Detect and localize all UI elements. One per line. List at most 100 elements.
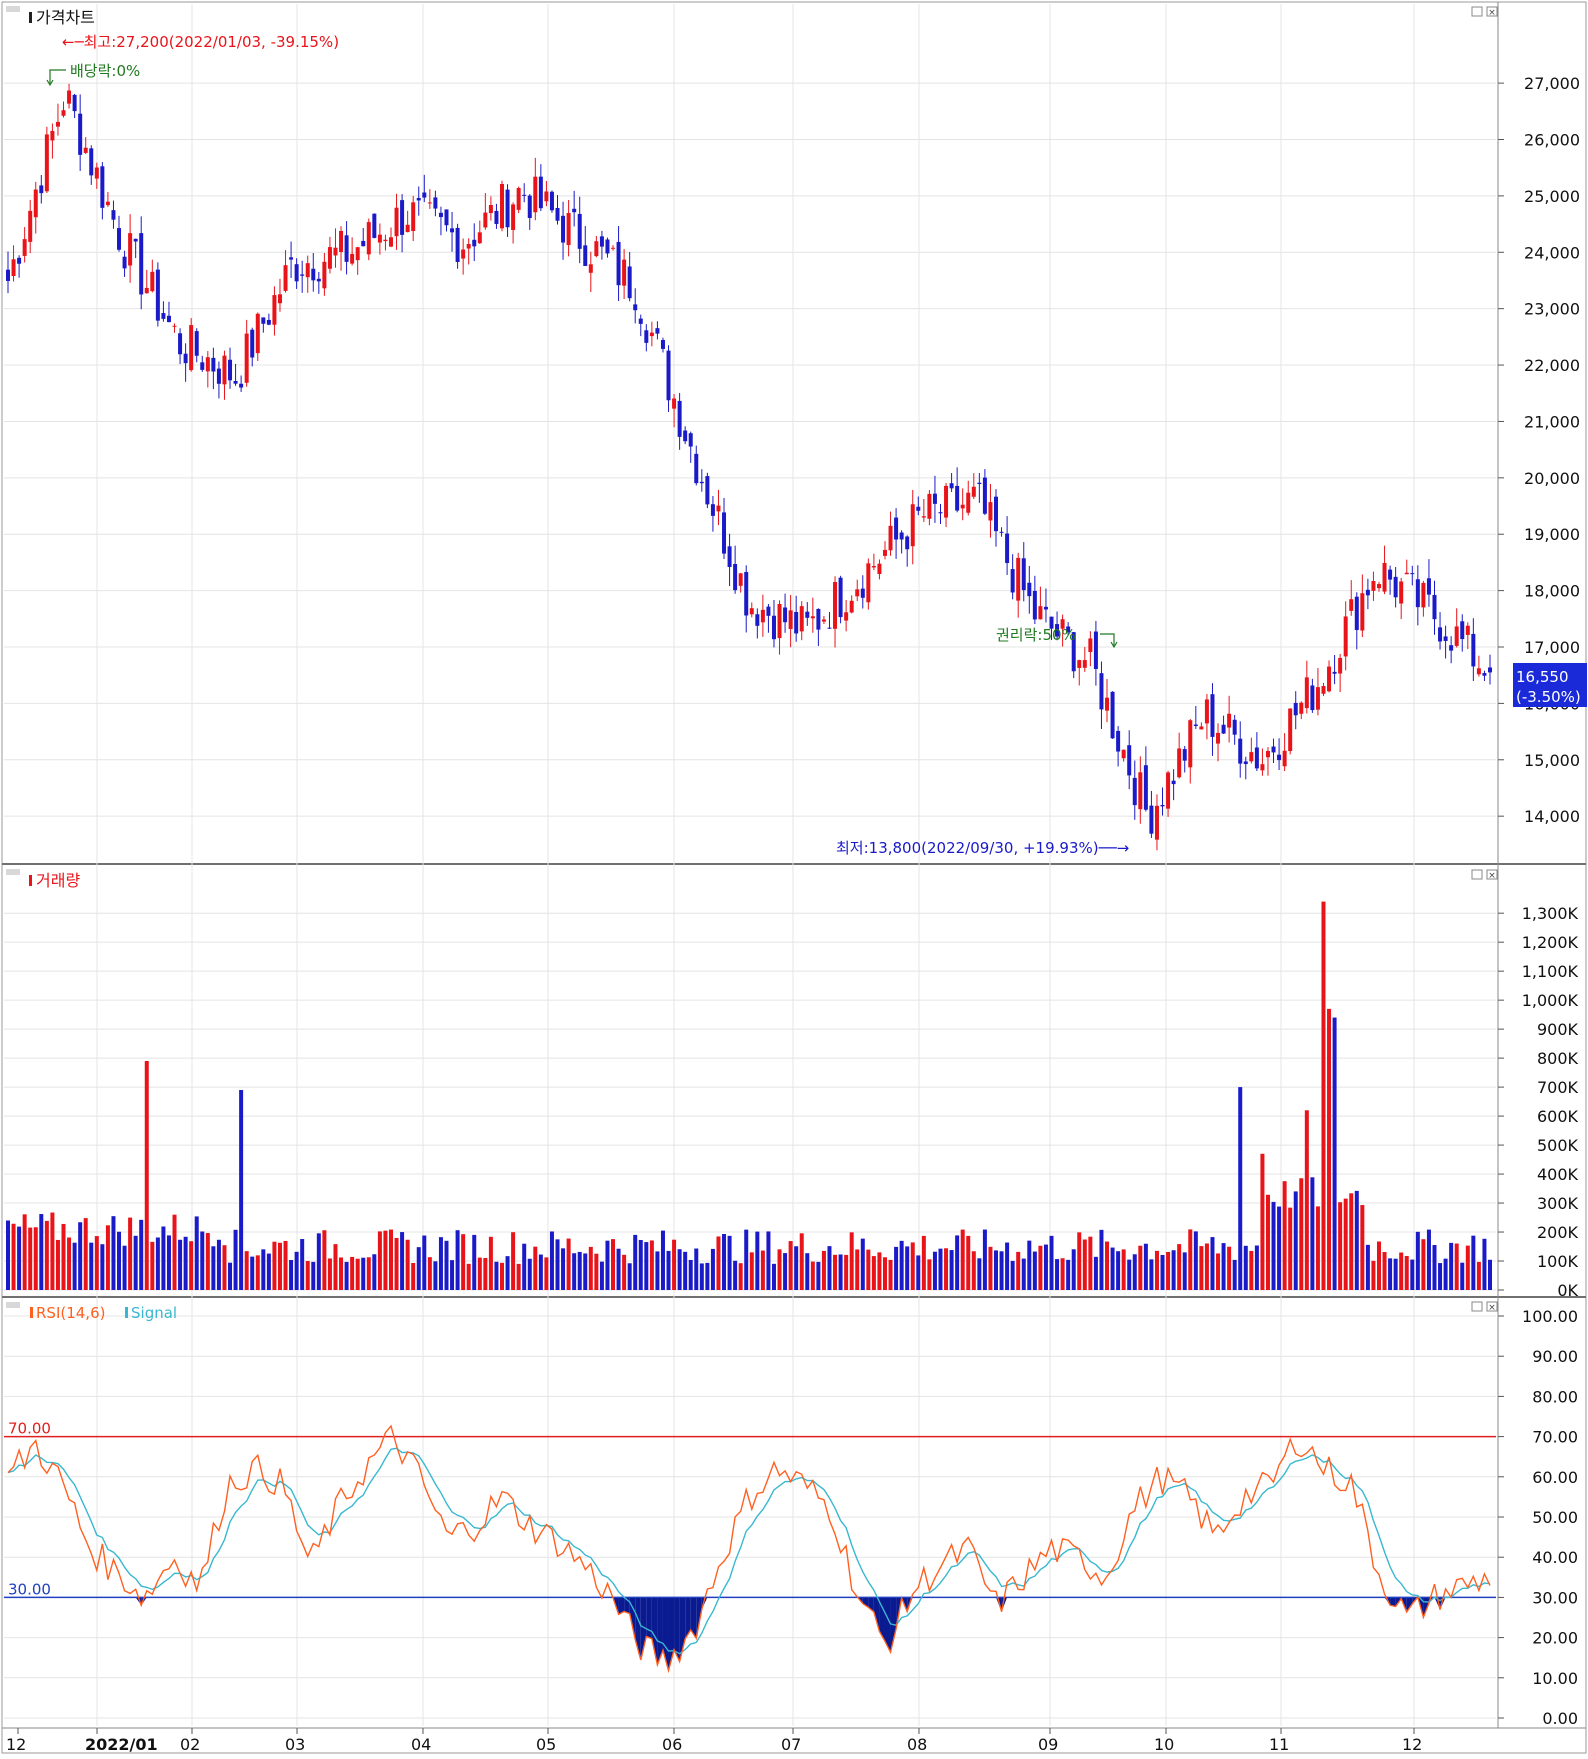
x-tick-label: 06 bbox=[662, 1735, 682, 1754]
candle-body bbox=[217, 369, 221, 384]
candle-body bbox=[12, 259, 16, 276]
candle-body bbox=[422, 193, 426, 198]
volume-bar bbox=[361, 1258, 365, 1290]
volume-bar bbox=[1061, 1258, 1065, 1290]
close-icon[interactable]: × bbox=[1488, 8, 1496, 18]
volume-bar bbox=[378, 1231, 382, 1290]
volume-bar bbox=[73, 1243, 77, 1290]
candle-body bbox=[395, 208, 399, 236]
candle-body bbox=[822, 619, 826, 621]
volume-bar bbox=[1183, 1252, 1187, 1290]
candle-body bbox=[733, 564, 737, 590]
volume-bar bbox=[278, 1243, 282, 1290]
volume-bar bbox=[1460, 1263, 1464, 1290]
volume-bar bbox=[1088, 1237, 1092, 1290]
volume-bar bbox=[983, 1230, 987, 1290]
rsi-tick-label: 70.00 bbox=[1532, 1428, 1578, 1447]
volume-bar bbox=[195, 1216, 199, 1290]
candle-body bbox=[528, 196, 532, 218]
volume-bar bbox=[522, 1244, 526, 1290]
volume-bar bbox=[1338, 1202, 1342, 1290]
volume-bar bbox=[1272, 1202, 1276, 1290]
candle-body bbox=[550, 192, 554, 211]
x-tick-label: 09 bbox=[1038, 1735, 1058, 1754]
candle-body bbox=[361, 241, 365, 246]
candle-body bbox=[1405, 573, 1409, 574]
rsi-tick-label: 0.00 bbox=[1542, 1709, 1578, 1728]
volume-bar bbox=[1194, 1231, 1198, 1290]
candle-body bbox=[1272, 747, 1276, 753]
volume-bar bbox=[356, 1259, 360, 1290]
volume-bar bbox=[1133, 1254, 1137, 1290]
candle-body bbox=[406, 225, 410, 232]
candle-body bbox=[872, 566, 876, 567]
volume-bar bbox=[539, 1255, 543, 1290]
volume-bar bbox=[933, 1252, 937, 1290]
volume-bar bbox=[766, 1231, 770, 1290]
volume-bar bbox=[489, 1237, 493, 1290]
volume-bar bbox=[689, 1260, 693, 1290]
candle-body bbox=[617, 242, 621, 285]
volume-bar bbox=[877, 1252, 881, 1290]
close-icon[interactable]: × bbox=[1488, 871, 1496, 881]
candle-body bbox=[661, 340, 665, 349]
x-tick-label: 04 bbox=[411, 1735, 431, 1754]
candle-body bbox=[544, 191, 548, 201]
volume-bar bbox=[34, 1227, 38, 1290]
candle-body bbox=[450, 228, 454, 232]
candle-body bbox=[839, 578, 843, 617]
candle-body bbox=[389, 237, 393, 246]
volume-bar bbox=[1216, 1253, 1220, 1290]
candle-body bbox=[1199, 726, 1203, 729]
candle-body bbox=[494, 211, 498, 224]
volume-bar bbox=[1155, 1251, 1159, 1290]
volume-bar bbox=[1432, 1245, 1436, 1290]
volume-bar bbox=[1349, 1193, 1353, 1290]
candle-body bbox=[1233, 720, 1237, 735]
volume-bar bbox=[611, 1239, 615, 1290]
candle-body bbox=[1027, 583, 1031, 596]
volume-bar bbox=[95, 1236, 99, 1290]
volume-bar bbox=[428, 1257, 432, 1290]
volume-bar bbox=[228, 1263, 232, 1290]
candle-body bbox=[833, 582, 837, 629]
rsi-panel-title: RSI(14,6) bbox=[36, 1304, 105, 1322]
candle-body bbox=[350, 254, 354, 264]
candle-body bbox=[1077, 660, 1081, 668]
volume-bar bbox=[1371, 1261, 1375, 1290]
volume-bar bbox=[161, 1227, 165, 1290]
candle-body bbox=[1161, 805, 1165, 806]
volume-bar bbox=[961, 1230, 965, 1290]
close-icon[interactable]: × bbox=[1488, 1303, 1496, 1313]
price-tick-label: 21,000 bbox=[1524, 412, 1580, 431]
candle-body bbox=[1005, 534, 1009, 563]
candle-body bbox=[400, 200, 404, 235]
candle-body bbox=[1205, 699, 1209, 723]
volume-bar bbox=[1205, 1243, 1209, 1290]
candle-body bbox=[1088, 638, 1092, 652]
volume-bar bbox=[816, 1262, 820, 1290]
volume-bar bbox=[1233, 1260, 1237, 1290]
volume-bar bbox=[1127, 1260, 1131, 1290]
dividend-annotation: 배당락:0% bbox=[70, 62, 140, 80]
candle-body bbox=[1155, 806, 1159, 840]
rsi-tick-label: 60.00 bbox=[1532, 1468, 1578, 1487]
candle-body bbox=[933, 494, 937, 504]
volume-bar bbox=[550, 1231, 554, 1290]
candle-body bbox=[728, 546, 732, 567]
volume-bar bbox=[750, 1252, 754, 1290]
volume-bar bbox=[333, 1244, 337, 1290]
candle-body bbox=[1449, 645, 1453, 650]
candle-body bbox=[1255, 747, 1259, 768]
volume-bar bbox=[1027, 1241, 1031, 1290]
candle-body bbox=[633, 304, 637, 310]
price-tick-label: 20,000 bbox=[1524, 469, 1580, 488]
volume-bar bbox=[406, 1240, 410, 1290]
volume-bar bbox=[617, 1249, 621, 1290]
volume-bar bbox=[239, 1090, 243, 1290]
volume-bar bbox=[245, 1251, 249, 1290]
x-tick-label: 12 bbox=[6, 1735, 26, 1754]
volume-bar bbox=[472, 1235, 476, 1290]
volume-tick-label: 500K bbox=[1537, 1136, 1579, 1155]
volume-bar bbox=[1360, 1205, 1364, 1290]
